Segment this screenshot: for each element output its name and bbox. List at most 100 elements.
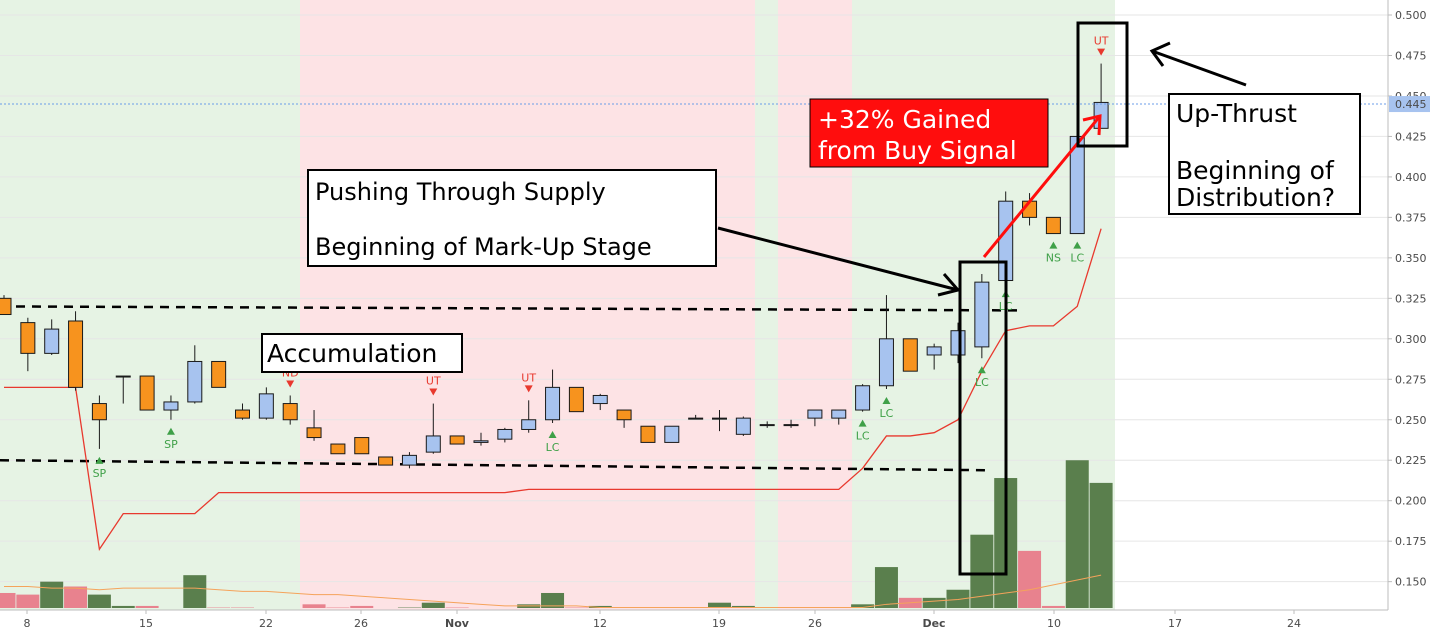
candle-body-35 <box>831 409 847 419</box>
y-tick-label-6: 0.300 <box>1395 333 1427 346</box>
candle-36 <box>855 384 871 412</box>
signal-label-1: SP <box>164 438 178 451</box>
volume-bar-31 <box>731 605 755 608</box>
candle-4 <box>91 395 107 449</box>
signal-arrow-down-3 <box>429 388 438 396</box>
volume-bars <box>0 460 1113 608</box>
volume-bar-5 <box>111 605 135 608</box>
y-tick-label-0: 0.150 <box>1395 576 1427 589</box>
candle-1 <box>20 317 36 372</box>
candle-33 <box>783 419 799 428</box>
y-tick-label-10: 0.400 <box>1395 171 1427 184</box>
candle-23 <box>545 369 561 423</box>
candle-body-20 <box>473 440 489 443</box>
signal-arrow-up-1 <box>166 427 175 435</box>
candle-5 <box>115 375 131 404</box>
candle-14 <box>330 443 346 455</box>
support-resistance-lines <box>0 305 1021 472</box>
candle-13 <box>306 410 322 441</box>
gain-arrow-line <box>982 115 1102 258</box>
upthrust-line3: Distribution? <box>1176 183 1335 212</box>
stop-line-path <box>4 228 1102 552</box>
signal-4: UT <box>521 371 536 393</box>
candle-body-6 <box>139 375 155 411</box>
y-tick-label-3: 0.225 <box>1395 454 1427 467</box>
candle-3 <box>68 311 84 391</box>
x-tick-label-7: 26 <box>808 617 822 630</box>
candle-16 <box>378 456 394 466</box>
candle-body-3 <box>68 320 84 388</box>
signal-6: LC <box>856 419 870 443</box>
background-zone-0 <box>0 0 300 610</box>
signal-11: LC <box>1070 241 1084 265</box>
candle-26 <box>616 409 632 428</box>
gain-box <box>809 98 1049 168</box>
signal-arrow-up-6 <box>858 419 867 427</box>
gain-line1: +32% Gained <box>818 105 991 134</box>
candle-body-16 <box>378 456 394 466</box>
signal-arrow-up-7 <box>882 396 891 404</box>
candle-31 <box>735 416 751 436</box>
volume-bar-2 <box>40 581 64 608</box>
candle-body-38 <box>902 338 918 372</box>
background-zone-1 <box>300 0 755 610</box>
volume-bar-43 <box>1018 550 1042 608</box>
candle-6 <box>139 375 155 411</box>
candle-39 <box>926 343 942 370</box>
volume-bar-25 <box>588 605 612 608</box>
volume-bar-23 <box>541 592 565 608</box>
candle-17 <box>401 452 417 469</box>
x-tick-label-10: 17 <box>1168 617 1182 630</box>
volume-ma <box>4 574 1102 609</box>
signal-5: LC <box>546 430 560 454</box>
candle-body-44 <box>1045 216 1061 235</box>
gain-arrow-head <box>1082 114 1102 136</box>
candle-body-22 <box>521 419 537 430</box>
signal-label-3: UT <box>426 375 441 388</box>
candle-body-30 <box>712 417 727 420</box>
candle-2 <box>44 319 60 355</box>
candle-7 <box>163 395 179 420</box>
x-tick-label-8: Dec <box>922 617 945 630</box>
candle-body-14 <box>330 443 346 455</box>
volume-bar-36 <box>851 604 875 608</box>
x-tick-label-11: 24 <box>1287 617 1301 630</box>
signal-arrow-up-0 <box>95 456 104 464</box>
candles <box>0 63 1388 469</box>
volume-bar-15 <box>350 605 374 608</box>
signal-1: SP <box>164 427 178 451</box>
candle-22 <box>521 400 537 433</box>
candle-body-31 <box>735 417 751 435</box>
candle-19 <box>449 435 465 445</box>
signal-10: NS <box>1046 241 1061 265</box>
x-tick-label-5: 12 <box>593 617 607 630</box>
candle-37 <box>878 295 894 389</box>
signal-arrow-up-11 <box>1073 241 1082 249</box>
candle-body-41 <box>974 281 990 348</box>
candle-body-27 <box>640 425 656 443</box>
signal-label-11: LC <box>1070 252 1084 265</box>
signal-8: LC <box>975 366 989 389</box>
resistance-line <box>0 305 1021 312</box>
candle-body-36 <box>855 385 871 411</box>
candle-body-8 <box>187 360 203 403</box>
y-tick-label-5: 0.275 <box>1395 373 1427 386</box>
y-tick-label-14: 0.500 <box>1395 9 1427 22</box>
x-tick-label-2: 22 <box>259 617 273 630</box>
candle-body-19 <box>449 435 465 445</box>
candle-29 <box>688 414 704 420</box>
candle-body-5 <box>115 375 131 378</box>
signal-label-0: SP <box>93 467 107 480</box>
background-zone-2 <box>755 0 778 610</box>
volume-bar-44 <box>1041 605 1065 608</box>
signal-arrow-up-8 <box>977 366 986 374</box>
signal-label-7: LC <box>880 407 894 420</box>
candle-34 <box>807 409 823 427</box>
candle-body-11 <box>258 393 274 419</box>
y-tick-label-1: 0.175 <box>1395 535 1427 548</box>
candle-body-34 <box>807 409 823 419</box>
signal-arrow-up-10 <box>1049 241 1058 249</box>
candle-body-32 <box>759 424 775 427</box>
candle-41 <box>974 274 990 359</box>
y-tick-label-7: 0.325 <box>1395 292 1427 305</box>
